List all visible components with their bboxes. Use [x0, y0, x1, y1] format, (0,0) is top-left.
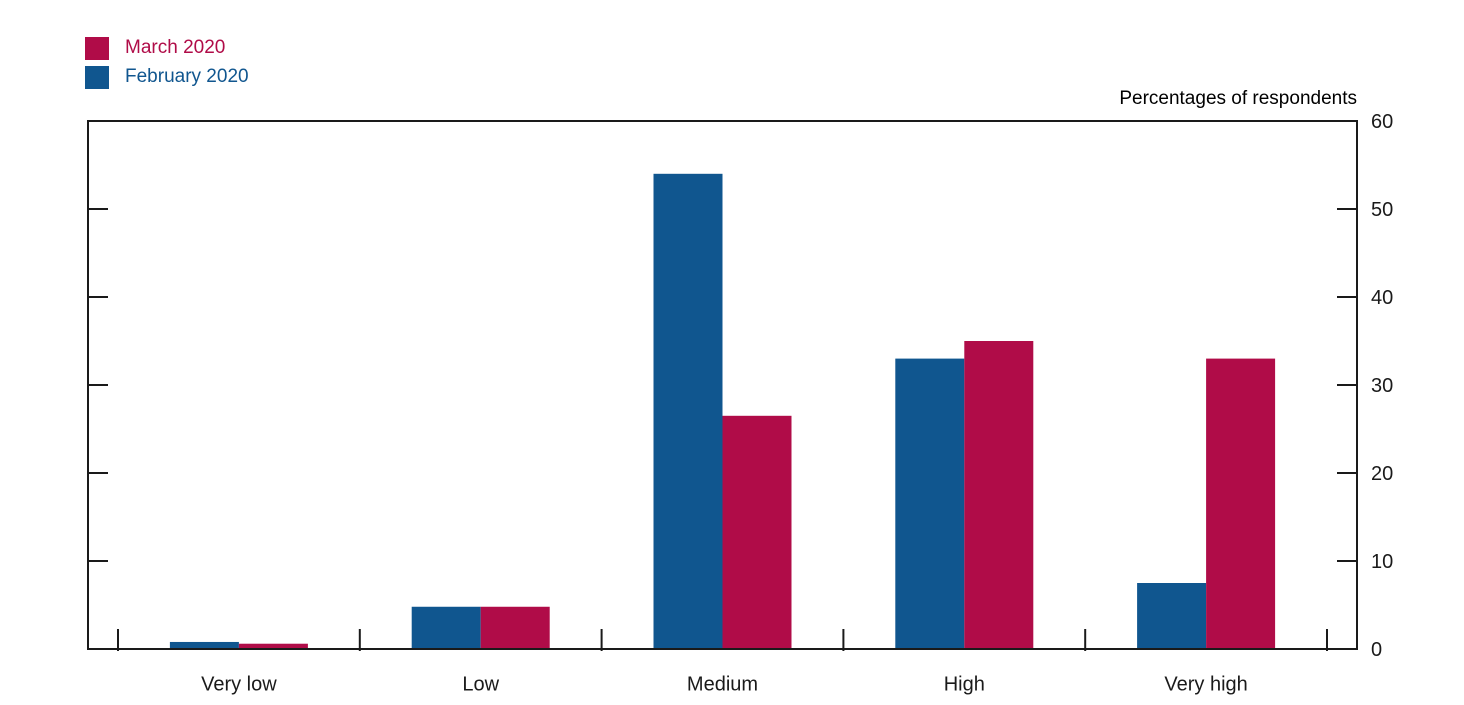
legend-label-february-2020: February 2020	[125, 66, 249, 87]
bar-february-2020-medium	[653, 173, 723, 650]
y-tick-label: 20	[1371, 463, 1393, 485]
bar-march-2020-very-low	[238, 643, 308, 649]
bar-february-2020-very-high	[1137, 583, 1207, 649]
legend-swatch-february-2020	[85, 65, 109, 89]
x-tick-label: Medium	[687, 674, 758, 696]
x-tick-label: Very low	[201, 674, 277, 696]
y-tick-label: 0	[1371, 639, 1382, 661]
y-tick-label: 60	[1371, 111, 1393, 133]
x-tick-label: Low	[462, 674, 499, 696]
bar-march-2020-medium	[722, 415, 792, 649]
bar-march-2020-low	[480, 606, 550, 649]
axis-title: Percentages of respondents	[1119, 88, 1357, 109]
bar-february-2020-high	[895, 358, 965, 649]
x-tick-label: High	[944, 674, 985, 696]
y-tick-label: 40	[1371, 287, 1393, 309]
bar-february-2020-low	[411, 606, 481, 649]
legend-item-february-2020: February 2020	[85, 65, 249, 89]
legend-swatch-march-2020	[85, 36, 109, 60]
y-tick-label: 30	[1371, 375, 1393, 397]
y-tick-label: 10	[1371, 551, 1393, 573]
x-tick-label: Very high	[1164, 674, 1247, 696]
bar-march-2020-high	[964, 341, 1034, 649]
bar-february-2020-very-low	[169, 641, 239, 649]
legend-label-march-2020: March 2020	[125, 37, 226, 58]
chart-legend: March 2020 February 2020	[85, 36, 249, 94]
bar-march-2020-very-high	[1206, 358, 1276, 649]
legend-item-march-2020: March 2020	[85, 36, 249, 60]
y-tick-label: 50	[1371, 199, 1393, 221]
